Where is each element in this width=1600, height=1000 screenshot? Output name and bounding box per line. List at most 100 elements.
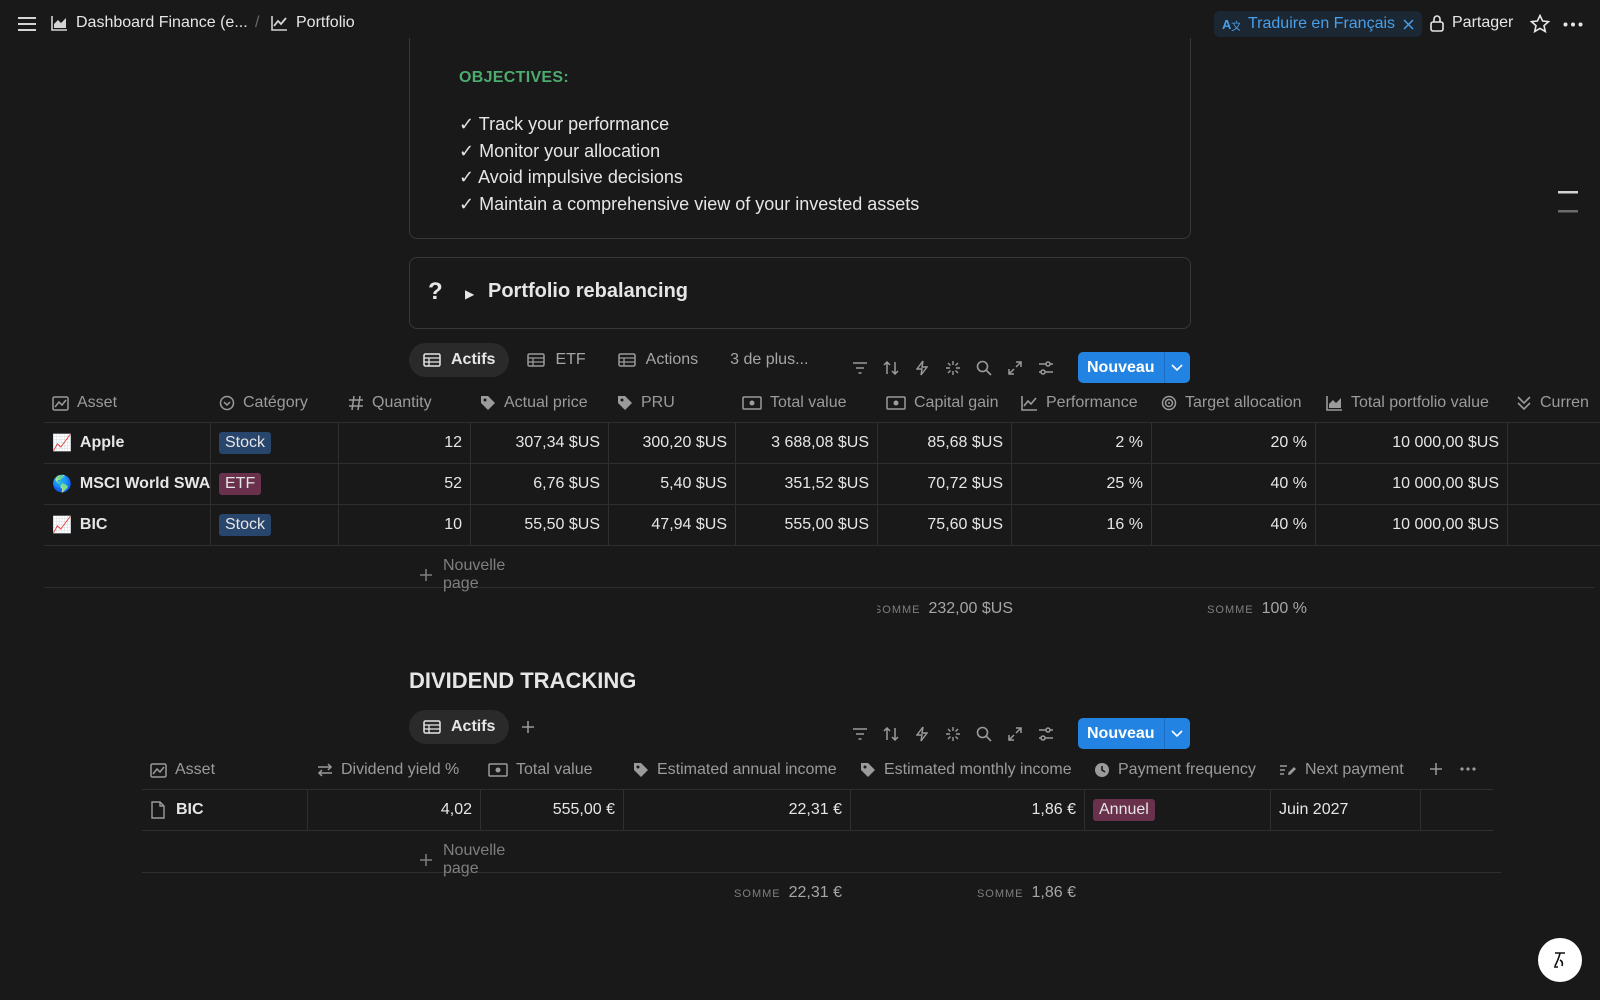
table-row-asset[interactable]: 🌎 MSCI World SWAP — [52, 464, 210, 504]
toggle-arrow-icon[interactable]: ▶ — [465, 287, 475, 301]
category-cell[interactable]: Stock — [219, 423, 337, 463]
ai-sparkle-icon[interactable] — [944, 725, 962, 743]
filter-icon[interactable] — [851, 359, 869, 377]
expand-icon[interactable] — [1006, 725, 1024, 743]
automation-bolt-icon[interactable] — [913, 725, 931, 743]
column-header-estimated-monthly-income[interactable]: Estimated monthly income — [860, 750, 1072, 790]
tab-etf[interactable]: ETF — [513, 343, 599, 377]
table-of-contents-marker[interactable] — [1558, 191, 1578, 215]
expand-icon[interactable] — [1006, 359, 1024, 377]
filter-icon[interactable] — [851, 725, 869, 743]
breadcrumb-portfolio[interactable]: Portfolio — [271, 14, 355, 32]
total-value-cell[interactable]: 351,52 $US — [784, 475, 869, 492]
column-header-payment-frequency[interactable]: Payment frequency — [1094, 750, 1256, 790]
performance-cell[interactable]: 2 % — [1115, 434, 1143, 451]
table-row-asset[interactable]: 📈 BIC — [52, 505, 210, 545]
performance-cell[interactable]: 25 % — [1106, 475, 1143, 492]
sum-capital-gain[interactable]: SOMME 232,00 $US — [877, 600, 1013, 618]
chevron-down-icon[interactable] — [1163, 718, 1190, 749]
column-header-performance[interactable]: Performance — [1021, 383, 1138, 423]
pru-cell[interactable]: 47,94 $US — [651, 516, 727, 533]
total-value-cell[interactable]: 555,00 € — [552, 801, 615, 818]
new-button[interactable]: Nouveau — [1078, 352, 1190, 383]
column-header-total-value[interactable]: Total value — [488, 750, 593, 790]
quantity-cell[interactable]: 52 — [444, 475, 462, 492]
quantity-cell[interactable]: 10 — [444, 516, 462, 533]
column-header-target-allocation[interactable]: Target allocation — [1161, 383, 1302, 423]
pru-cell[interactable]: 300,20 $US — [642, 434, 727, 451]
star-icon[interactable] — [1530, 14, 1550, 34]
next-payment-cell[interactable]: Juin 2027 — [1279, 801, 1349, 818]
target-allocation-cell[interactable]: 40 % — [1270, 475, 1307, 492]
annual-income-cell[interactable]: 22,31 € — [788, 801, 842, 818]
portfolio-value-cell[interactable]: 10 000,00 $US — [1392, 516, 1499, 533]
quantity-cell[interactable]: 12 — [444, 434, 462, 451]
portfolio-value-cell[interactable]: 10 000,00 $US — [1392, 434, 1499, 451]
sum-target-allocation[interactable]: SOMME 100 % — [1151, 600, 1307, 618]
new-button[interactable]: Nouveau — [1078, 718, 1190, 749]
sum-monthly-income[interactable]: SOMME 1,86 € — [850, 884, 1076, 902]
search-icon[interactable] — [975, 359, 993, 377]
monthly-income-cell[interactable]: 1,86 € — [1031, 801, 1076, 818]
dividend-yield-cell[interactable]: 4,02 — [440, 801, 472, 818]
capital-gain-cell[interactable]: 75,60 $US — [927, 516, 1003, 533]
price-cell[interactable]: 307,34 $US — [515, 434, 600, 451]
notion-ai-help-button[interactable] — [1538, 938, 1582, 982]
portfolio-value-cell[interactable]: 10 000,00 $US — [1392, 475, 1499, 492]
new-page-button[interactable]: Nouvelle page — [419, 557, 505, 593]
column-header-asset[interactable]: Asset — [52, 383, 117, 423]
target-allocation-cell[interactable]: 20 % — [1270, 434, 1307, 451]
new-button-label[interactable]: Nouveau — [1078, 352, 1164, 383]
automation-bolt-icon[interactable] — [913, 359, 931, 377]
breadcrumb-dashboard[interactable]: Dashboard Finance (e... — [51, 14, 248, 32]
table-row-asset[interactable]: 📈 Apple — [52, 423, 210, 463]
column-header-asset[interactable]: Asset — [150, 750, 215, 790]
column-header-quantity[interactable]: Quantity — [348, 383, 432, 423]
close-icon[interactable] — [1403, 18, 1414, 30]
column-header-capital-gain[interactable]: Capital gain — [886, 383, 999, 423]
target-allocation-cell[interactable]: 40 % — [1270, 516, 1307, 533]
capital-gain-cell[interactable]: 70,72 $US — [927, 475, 1003, 492]
column-header-estimated-annual-income[interactable]: Estimated annual income — [633, 750, 837, 790]
more-views-button[interactable]: 3 de plus... — [716, 343, 822, 377]
ai-sparkle-icon[interactable] — [944, 359, 962, 377]
add-property-plus-icon[interactable] — [1429, 762, 1443, 776]
new-button-label[interactable]: Nouveau — [1078, 718, 1164, 749]
total-value-cell[interactable]: 555,00 $US — [784, 516, 869, 533]
category-cell[interactable]: ETF — [219, 464, 337, 504]
share-button[interactable]: Partager — [1430, 14, 1513, 32]
column-header-dividend-yield[interactable]: Dividend yield % — [317, 750, 459, 790]
table-row-asset[interactable]: BIC — [150, 790, 306, 830]
more-options-icon[interactable] — [1460, 767, 1476, 771]
more-options-icon[interactable] — [1563, 22, 1583, 27]
sum-annual-income[interactable]: SOMME 22,31 € — [623, 884, 842, 902]
tab-actifs[interactable]: Actifs — [409, 343, 510, 377]
pru-cell[interactable]: 5,40 $US — [660, 475, 727, 492]
column-header-total-value[interactable]: Total value — [742, 383, 847, 423]
column-header-current[interactable]: Curren — [1516, 383, 1600, 423]
chevron-down-icon[interactable] — [1163, 352, 1190, 383]
payment-frequency-cell[interactable]: Annuel — [1093, 790, 1269, 830]
capital-gain-cell[interactable]: 85,68 $US — [927, 434, 1003, 451]
sort-icon[interactable] — [882, 725, 900, 743]
new-page-button[interactable]: Nouvelle page — [419, 842, 505, 878]
hamburger-icon[interactable] — [17, 15, 37, 33]
column-header-pru[interactable]: PRU — [617, 383, 675, 423]
settings-sliders-icon[interactable] — [1037, 725, 1055, 743]
price-cell[interactable]: 55,50 $US — [524, 516, 600, 533]
column-header-actual-price[interactable]: Actual price — [480, 383, 588, 423]
tab-actifs[interactable]: Actifs — [409, 710, 510, 744]
column-header-category[interactable]: Catégory — [219, 383, 308, 423]
column-header-total-portfolio-value[interactable]: Total portfolio value — [1326, 383, 1489, 423]
performance-cell[interactable]: 16 % — [1106, 516, 1143, 533]
search-icon[interactable] — [975, 725, 993, 743]
category-cell[interactable]: Stock — [219, 505, 337, 545]
tab-actions[interactable]: Actions — [604, 343, 712, 377]
sort-icon[interactable] — [882, 359, 900, 377]
price-cell[interactable]: 6,76 $US — [533, 475, 600, 492]
total-value-cell[interactable]: 3 688,08 $US — [771, 434, 869, 451]
rebalancing-toggle-title[interactable]: Portfolio rebalancing — [488, 280, 689, 302]
add-view-button[interactable] — [513, 710, 543, 744]
settings-sliders-icon[interactable] — [1037, 359, 1055, 377]
